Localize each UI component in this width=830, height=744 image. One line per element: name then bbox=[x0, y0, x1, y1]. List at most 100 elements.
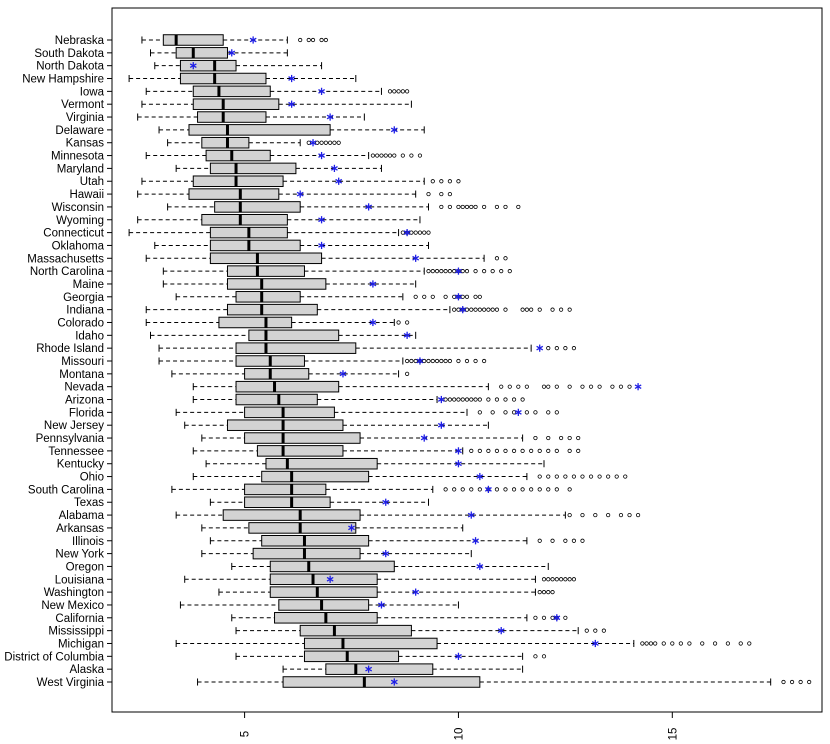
outlier-point bbox=[700, 641, 705, 646]
iqr-box bbox=[222, 509, 361, 521]
category-label: South Carolina bbox=[28, 484, 105, 496]
mean-marker bbox=[326, 113, 334, 121]
mean-marker bbox=[476, 562, 484, 571]
mean-marker bbox=[288, 100, 296, 108]
outlier-point bbox=[482, 358, 487, 364]
iqr-box bbox=[209, 162, 297, 175]
mean-marker bbox=[330, 164, 338, 172]
category-label: Arkansas bbox=[56, 523, 104, 535]
box-arizona bbox=[192, 393, 525, 406]
outlier-point bbox=[537, 590, 542, 595]
outlier-point bbox=[447, 191, 452, 197]
mean-marker bbox=[412, 588, 420, 596]
outlier-point bbox=[456, 204, 461, 210]
outlier-point bbox=[789, 679, 795, 685]
mean-marker bbox=[296, 190, 304, 198]
outlier-point bbox=[546, 474, 551, 479]
outlier-point bbox=[520, 487, 525, 492]
box-district-of-columbia bbox=[235, 650, 547, 663]
outlier-point bbox=[537, 474, 542, 479]
outlier-point bbox=[473, 269, 478, 274]
outlier-point bbox=[494, 256, 500, 261]
x-axis: 5 10 15 bbox=[240, 712, 679, 740]
outlier-point bbox=[550, 307, 555, 312]
mean-marker bbox=[467, 511, 475, 519]
category-label: Wisconsin bbox=[52, 202, 104, 214]
iqr-box bbox=[188, 188, 280, 200]
mean-marker bbox=[339, 370, 347, 378]
box-new-york bbox=[201, 547, 472, 560]
box-massachusetts bbox=[145, 252, 508, 265]
outlier-point bbox=[447, 179, 452, 184]
outlier-point bbox=[571, 346, 577, 351]
outlier-point bbox=[524, 410, 529, 415]
outlier-point bbox=[482, 307, 487, 312]
outlier-point bbox=[469, 448, 474, 453]
outlier-point bbox=[781, 679, 786, 685]
outlier-point bbox=[678, 641, 683, 646]
outlier-point bbox=[516, 204, 521, 210]
outlier-point bbox=[443, 358, 448, 364]
iqr-box bbox=[214, 201, 301, 213]
category-label: Florida bbox=[69, 407, 105, 419]
outlier-point bbox=[563, 615, 568, 620]
iqr-box bbox=[209, 252, 323, 265]
box-kansas bbox=[167, 136, 341, 149]
outlier-point bbox=[571, 577, 577, 582]
outlier-point bbox=[426, 230, 431, 235]
outlier-point bbox=[738, 641, 743, 646]
outlier-point bbox=[648, 641, 654, 646]
outlier-point bbox=[430, 179, 435, 184]
outlier-point bbox=[306, 140, 311, 145]
outlier-point bbox=[387, 89, 393, 94]
outlier-point bbox=[725, 641, 731, 646]
outlier-point bbox=[460, 269, 465, 274]
category-label: Connecticut bbox=[43, 228, 105, 240]
category-label: Missouri bbox=[61, 356, 104, 368]
outlier-point bbox=[524, 307, 529, 312]
outlier-point bbox=[537, 487, 542, 492]
mean-marker bbox=[420, 434, 428, 442]
mean-marker bbox=[288, 74, 296, 83]
outlier-point bbox=[503, 410, 508, 415]
category-label: Kentucky bbox=[57, 459, 105, 471]
outlier-point bbox=[588, 384, 594, 389]
mean-marker bbox=[416, 357, 424, 365]
iqr-box bbox=[248, 329, 340, 342]
outlier-point bbox=[541, 590, 547, 595]
outlier-point bbox=[516, 384, 521, 389]
outlier-point bbox=[507, 269, 512, 274]
mean-marker bbox=[472, 537, 479, 545]
box-minnesota bbox=[145, 149, 423, 162]
outlier-point bbox=[601, 628, 606, 633]
outlier-point bbox=[627, 384, 632, 389]
box-washington bbox=[218, 586, 555, 598]
outlier-point bbox=[661, 641, 666, 646]
outlier-point bbox=[520, 307, 525, 312]
outlier-point bbox=[567, 384, 572, 389]
outlier-point bbox=[452, 307, 457, 312]
outlier-point bbox=[618, 512, 624, 518]
outlier-point bbox=[563, 577, 568, 582]
outlier-point bbox=[460, 204, 465, 210]
outlier-point bbox=[490, 307, 495, 312]
outlier-point bbox=[618, 384, 624, 389]
mean-marker bbox=[318, 241, 326, 250]
outlier-point bbox=[426, 191, 431, 197]
box-south-carolina bbox=[171, 483, 572, 496]
outlier-point bbox=[503, 448, 508, 453]
mean-marker bbox=[484, 485, 492, 493]
iqr-box bbox=[188, 124, 331, 136]
category-label: Idaho bbox=[75, 330, 104, 342]
outlier-point bbox=[580, 512, 585, 518]
iqr-box bbox=[192, 85, 271, 98]
mean-marker bbox=[536, 344, 544, 352]
outlier-point bbox=[456, 307, 461, 312]
mean-marker bbox=[378, 601, 385, 609]
outlier-point bbox=[417, 153, 423, 158]
iqr-box bbox=[299, 624, 412, 637]
category-label: Alaska bbox=[69, 664, 104, 676]
outlier-point bbox=[443, 487, 448, 492]
box-tennessee bbox=[192, 445, 581, 457]
